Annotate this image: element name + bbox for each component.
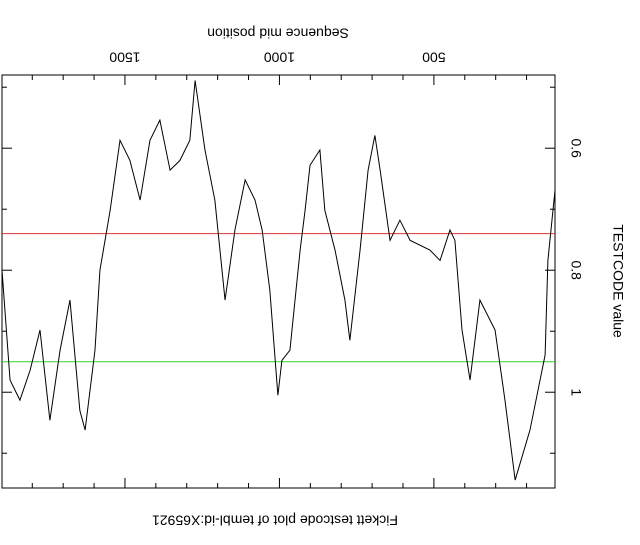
x-tick-label: 500	[422, 49, 446, 65]
series-line	[1, 80, 556, 481]
y-axis-label: TESTCODE value	[610, 224, 626, 338]
y-tick-label: 0.8	[568, 260, 584, 280]
x-tick-label: 1000	[264, 49, 295, 65]
y-tick-label: 0.6	[568, 138, 584, 158]
plot-frame	[1, 74, 556, 489]
y-tick-label: 1	[568, 388, 584, 396]
x-tick-label: 1500	[109, 49, 140, 65]
chart-title: Fickett testcode plot of tembl-id:X65921	[152, 512, 398, 528]
x-axis-label: Sequence mid position	[207, 25, 349, 41]
